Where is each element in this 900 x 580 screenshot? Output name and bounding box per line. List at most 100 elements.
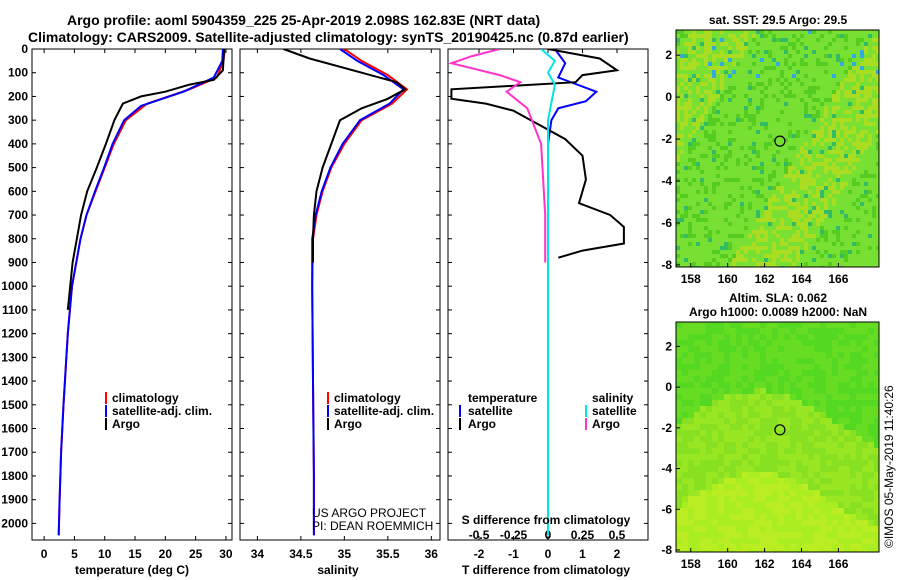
legend-label: satellite-adj. clim. (112, 404, 212, 418)
x-tick-label: -2 (474, 547, 485, 561)
map-x-tick-label: 164 (791, 557, 811, 571)
map-y-tick-label: -6 (661, 502, 672, 516)
depth-tick-label: 2000 (1, 516, 28, 530)
depth-tick-label: 200 (8, 89, 28, 103)
project-annotation: US ARGO PROJECT (312, 506, 427, 520)
x-tick-label: 20 (159, 547, 173, 561)
salinity-legend: climatology satellite-adj. clim. Argo US… (312, 391, 434, 533)
depth-tick-label: 1200 (1, 327, 28, 341)
s-difference-axis-label: S difference from climatology (462, 513, 631, 527)
x-tick-label: 10 (98, 547, 112, 561)
series-satellite-adj-clim- (311, 49, 406, 536)
s-tick-label: 0.25 (571, 528, 595, 542)
series-argo (66, 49, 226, 311)
legend-label: Argo (592, 417, 620, 431)
x-tick-label: 36 (425, 547, 439, 561)
legend-label: satellite (468, 404, 513, 418)
s-tick-label: -0.5 (469, 528, 490, 542)
depth-tick-label: 0 (21, 42, 28, 56)
temperature-axis-label: temperature (deg C) (75, 563, 189, 577)
map-x-tick-label: 164 (791, 272, 811, 286)
depth-tick-label: 1100 (2, 303, 28, 317)
depth-tick-label: 900 (8, 255, 28, 269)
series-temperature-argo (450, 49, 625, 259)
sla-map (676, 322, 879, 552)
series-salinity-argo (448, 49, 547, 263)
sst-map-frame (675, 29, 880, 268)
map-y-tick-label: -4 (661, 462, 672, 476)
map-x-tick-label: 158 (681, 272, 701, 286)
x-tick-label: 5 (71, 547, 78, 561)
depth-tick-label: 1600 (1, 422, 28, 436)
sla-map-title-2: Argo h1000: 0.0089 h2000: NaN (689, 305, 867, 319)
depth-tick-label: 1700 (1, 445, 28, 459)
s-tick-label: 0.5 (609, 528, 626, 542)
legend-label: Argo (112, 417, 140, 431)
series-argo (283, 49, 407, 263)
map-y-tick-label: -8 (661, 258, 672, 272)
x-tick-label: 0 (41, 547, 48, 561)
sst-map-title: sat. SST: 29.5 Argo: 29.5 (709, 13, 848, 27)
x-tick-label: 35.5 (376, 547, 400, 561)
map-y-tick-label: 2 (665, 339, 672, 353)
map-y-tick-label: -4 (661, 174, 672, 188)
sla-map-title-1: Altim. SLA: 0.062 (729, 291, 827, 305)
series-salinity-satellite (540, 49, 557, 536)
x-tick-label: 2 (614, 547, 621, 561)
depth-tick-label: 600 (8, 184, 28, 198)
legend-label: Argo (334, 417, 362, 431)
sla-map-frame (675, 321, 880, 553)
sst-map (676, 30, 879, 267)
s-tick-label: -0.25 (500, 528, 528, 542)
title-line-2: Climatology: CARS2009. Satellite-adjuste… (28, 29, 629, 45)
imos-credit: ©IMOS 05-May-2019 11:40:26 (882, 385, 896, 548)
map-x-tick-label: 158 (681, 557, 701, 571)
depth-tick-label: 1800 (1, 469, 28, 483)
series-climatology (57, 49, 226, 536)
x-tick-label: 34.5 (289, 547, 313, 561)
map-y-tick-label: -8 (661, 543, 672, 557)
temperature-plot-frame (31, 48, 233, 541)
x-tick-label: 35 (338, 547, 352, 561)
legend-label: climatology (334, 391, 401, 405)
depth-tick-label: 1000 (1, 279, 28, 293)
map-y-tick-label: -2 (661, 421, 672, 435)
pi-annotation: PI: DEAN ROEMMICH (312, 519, 433, 533)
depth-tick-label: 100 (8, 66, 28, 80)
legend-label: climatology (112, 391, 179, 405)
map-x-tick-label: 160 (718, 272, 738, 286)
depth-tick-label: 1500 (1, 398, 28, 412)
map-y-tick-label: 0 (665, 90, 672, 104)
map-x-tick-label: 162 (755, 557, 775, 571)
legend-title-temperature: temperature (468, 391, 538, 405)
series-temperature-satellite (547, 49, 599, 536)
legend-label: Argo (468, 417, 496, 431)
map-x-tick-label: 160 (718, 557, 738, 571)
legend-title-salinity: salinity (592, 391, 634, 405)
difference-legend: temperature salinity satellite Argo sate… (459, 391, 637, 431)
depth-tick-label: 800 (8, 232, 28, 246)
x-tick-label: 34 (251, 547, 265, 561)
map-y-tick-label: 2 (665, 48, 672, 62)
x-tick-label: -1 (508, 547, 519, 561)
depth-tick-label: 500 (8, 161, 28, 175)
legend-label: satellite (592, 404, 637, 418)
legend-label: satellite-adj. clim. (334, 404, 434, 418)
depth-tick-label: 1300 (1, 350, 28, 364)
depth-tick-label: 300 (8, 113, 28, 127)
series-satellite-adj-clim- (57, 49, 224, 536)
map-y-tick-label: -6 (661, 216, 672, 230)
x-tick-label: 30 (219, 547, 233, 561)
x-tick-label: 1 (579, 547, 586, 561)
map-y-tick-label: -2 (661, 132, 672, 146)
map-x-tick-label: 166 (828, 557, 848, 571)
temperature-legend: climatology satellite-adj. clim. Argo (105, 391, 212, 431)
salinity-axis-label: salinity (317, 563, 359, 577)
depth-tick-label: 700 (8, 208, 28, 222)
argo-position-marker (774, 135, 786, 147)
depth-tick-label: 400 (8, 137, 28, 151)
t-difference-axis-label: T difference from climatology (462, 563, 630, 577)
x-tick-label: 0 (545, 547, 552, 561)
map-y-tick-label: 0 (665, 380, 672, 394)
